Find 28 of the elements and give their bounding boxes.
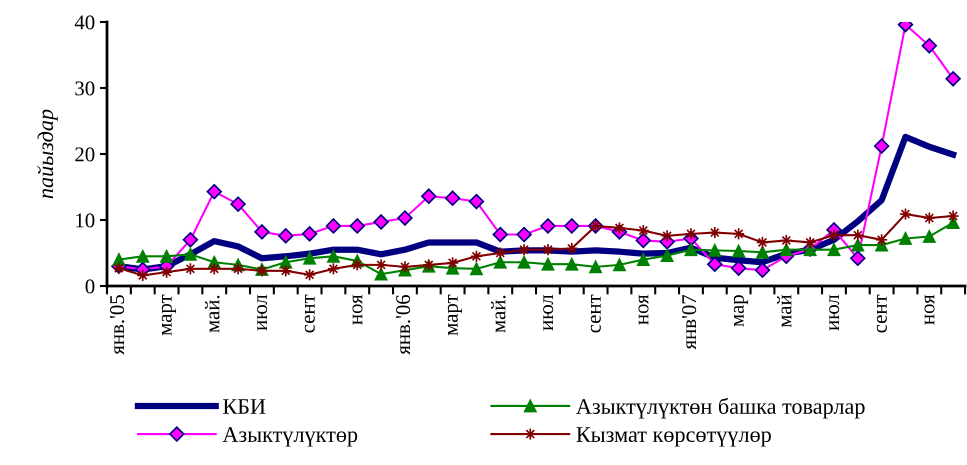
x-tick-label: июл (543, 294, 554, 331)
x-tick-label: май (777, 294, 792, 328)
y-tick-label: 30 (75, 81, 94, 96)
x-tick-label: май. (491, 296, 506, 333)
x-tick-label: янв'07 (682, 294, 696, 350)
legend-label: Азыктүлүктөр (222, 427, 358, 447)
legend-label: Кызмат көрсөтүүлөр (576, 427, 771, 447)
x-tick-label: ноя (352, 294, 362, 325)
y-axis-title: пайыздар (37, 110, 58, 198)
legend-label: Азыктүлүктөн башка товарлар (576, 398, 865, 418)
x-tick-label: сент (876, 294, 887, 333)
y-tick-label: 40 (74, 15, 94, 30)
x-tick-label: март (448, 294, 462, 336)
x-tick-label: сент (304, 294, 315, 333)
y-tick-label: 10 (76, 213, 94, 228)
x-tick-label: янв.'05 (110, 295, 124, 355)
y-tick-label: 0 (86, 279, 94, 294)
legend-label: КБИ (223, 399, 266, 414)
x-tick-label: сент (590, 294, 601, 333)
x-tick-label: ноя (924, 294, 935, 325)
x-tick-label: мар (734, 295, 748, 327)
x-tick-label: июл (257, 294, 268, 331)
x-tick-label: май. (205, 296, 220, 333)
x-tick-label: март (162, 294, 176, 336)
x-tick-label: июл (829, 294, 840, 331)
y-tick-label: 20 (75, 147, 94, 162)
x-tick-label: янв.'06 (396, 294, 410, 355)
x-tick-label: ноя (638, 294, 649, 325)
